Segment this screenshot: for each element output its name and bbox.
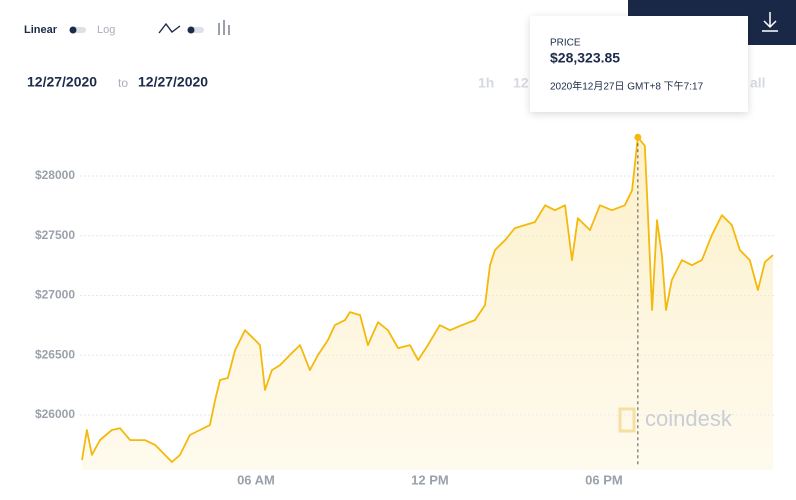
tooltip-time: 2020年12月27日 GMT+8 下午7:17 (550, 80, 704, 93)
range-button[interactable]: 12 (513, 75, 529, 91)
price-area (82, 137, 773, 471)
download-icon[interactable] (762, 12, 778, 32)
tooltip-box (530, 16, 748, 112)
date-to-word: to (118, 76, 128, 90)
range-button[interactable]: all (750, 75, 766, 91)
hover (634, 133, 642, 466)
date-from[interactable]: 12/27/2020 (27, 74, 97, 90)
bar-icon[interactable] (218, 20, 230, 35)
watermark: coindesk (618, 406, 733, 433)
linear-label[interactable]: Linear (24, 24, 58, 36)
y-tick-label: $28000 (35, 168, 75, 182)
y-tick-label: $26500 (35, 347, 75, 361)
x-tick-label: 12 PM (411, 472, 449, 487)
watermark-text: coindesk (645, 406, 733, 431)
tooltip-label: PRICE (550, 38, 581, 49)
range-button[interactable]: 1h (478, 75, 494, 91)
y-tick-label: $27000 (35, 288, 75, 302)
watermark-logo (618, 407, 636, 433)
plot: $26000 $26500 $27000 $27500 $28000 06 AM 12 PM… (35, 136, 775, 487)
toggle-knob (187, 26, 195, 34)
y-tick-label: $26000 (35, 407, 75, 421)
line-icon[interactable] (158, 22, 181, 34)
tooltip-price: $28,323.85 (550, 50, 620, 66)
y-tick-label: $27500 (35, 228, 75, 242)
x-tick-label: 06 AM (237, 472, 275, 487)
hover-dot (634, 133, 642, 141)
log-label[interactable]: Log (97, 24, 115, 36)
toggle-knob (69, 26, 77, 34)
tooltip: PRICE $28,323.85 2020年12月27日 GMT+8 下午7:1… (530, 16, 748, 112)
x-tick-label: 06 PM (585, 472, 623, 487)
price-line (81, 136, 774, 463)
date-to[interactable]: 12/27/2020 (138, 74, 208, 90)
